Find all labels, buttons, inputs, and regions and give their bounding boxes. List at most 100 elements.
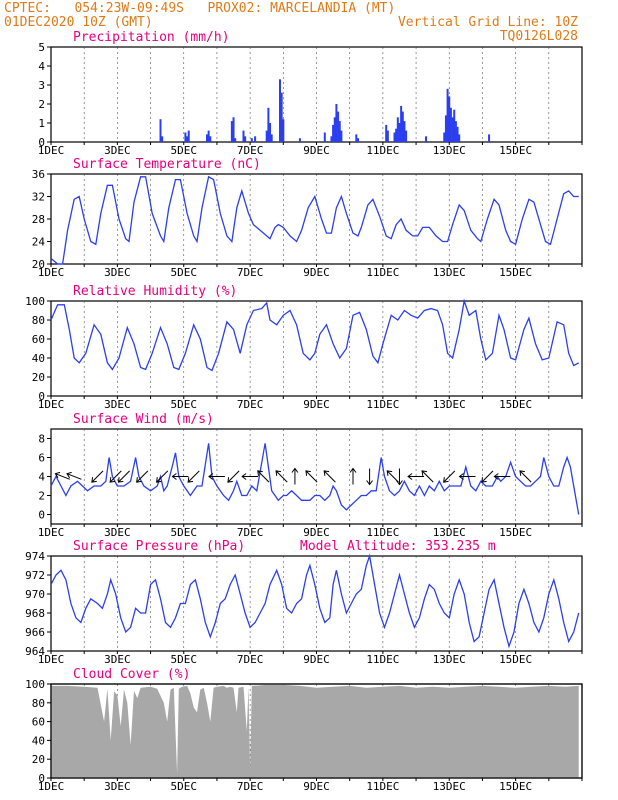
x-tick-label: 15DEC xyxy=(499,266,532,279)
precip-bar xyxy=(207,130,210,142)
x-tick-label: 7DEC xyxy=(237,780,264,793)
wind-arrow-head xyxy=(291,467,299,473)
panel-temp: 20 24 28 32 36 1DEC 3DEC 5DEC 7DEC 9DEC 11DEC 13DEC… xyxy=(32,157,583,279)
wind-arrow-head xyxy=(275,470,282,476)
precip-bar xyxy=(458,134,461,142)
panel-pres: 964 966 968 970 972 974 1DEC 3DEC 5DEC 7DEC 9DEC 11… xyxy=(25,539,583,666)
panel-cloud: 0 20 40 60 80 100 1DEC 3DEC 5DEC 7DEC 9DEC 11DEC 13D… xyxy=(25,667,583,793)
precip-bar xyxy=(403,121,406,142)
wind-arrow-head xyxy=(481,477,487,483)
precip-bar xyxy=(159,119,162,142)
wind-arrow xyxy=(171,473,189,480)
header-model-code: TQ0126L028 xyxy=(499,29,578,44)
x-tick-label: 11DEC xyxy=(366,653,399,666)
wind-arrow xyxy=(275,470,288,483)
wind-arrow xyxy=(257,470,270,483)
precip-bar xyxy=(187,130,190,142)
x-tick-label: 5DEC xyxy=(171,398,198,411)
wind-arrow-shaft xyxy=(136,470,149,483)
precip-bar xyxy=(205,134,208,142)
precip-bar xyxy=(280,92,283,142)
precip-bar xyxy=(400,105,403,142)
wind-arrow-shaft xyxy=(91,470,104,483)
wind-arrow xyxy=(227,470,240,483)
precip-bar xyxy=(454,121,457,142)
precip-bar xyxy=(338,121,341,142)
y-tick-label: 0 xyxy=(38,136,45,149)
x-tick-label: 13DEC xyxy=(433,266,466,279)
precip-bar xyxy=(395,128,398,142)
x-tick-label: 15DEC xyxy=(499,780,532,793)
x-tick-label: 9DEC xyxy=(303,653,330,666)
x-tick-label: 3DEC xyxy=(104,144,131,157)
x-tick-label: 11DEC xyxy=(366,780,399,793)
precip-bar xyxy=(443,132,446,142)
header-grid-note: Vertical Grid Line: 10Z xyxy=(397,15,578,30)
precip-bar xyxy=(398,123,401,142)
wind-arrow-head xyxy=(54,471,61,479)
precip-bar xyxy=(393,132,396,142)
wind-arrow-head xyxy=(109,477,116,483)
precip-bar xyxy=(278,79,281,142)
wind-arrow xyxy=(136,470,149,483)
precip-bar xyxy=(356,138,359,142)
x-tick-label: 1DEC xyxy=(38,653,65,666)
wind-arrow-head xyxy=(136,477,142,483)
x-tick-label: 5DEC xyxy=(171,266,198,279)
precip-bar xyxy=(451,117,454,142)
y-tick-label: 1 xyxy=(38,117,45,130)
x-tick-label: 11DEC xyxy=(366,526,399,539)
wind-arrow-head xyxy=(493,473,499,480)
precip-bar xyxy=(453,109,456,142)
precip-bar xyxy=(396,117,399,142)
wind-arrow xyxy=(481,470,494,483)
wind-arrow xyxy=(208,473,225,480)
x-tick-label: 11DEC xyxy=(366,144,399,157)
wind-arrow-shaft xyxy=(187,470,200,483)
precip-bar xyxy=(444,115,447,142)
wind-arrow-head xyxy=(117,477,124,483)
y-tick-label: 2 xyxy=(38,490,45,503)
x-tick-label: 13DEC xyxy=(433,780,466,793)
precip-bar xyxy=(267,107,270,142)
wind-arrow xyxy=(305,470,318,483)
cloud-area xyxy=(51,684,579,778)
wind-arrow xyxy=(366,468,374,486)
y-tick-label: 970 xyxy=(25,588,45,601)
wind-arrow-shaft xyxy=(66,473,82,480)
x-tick-label: 7DEC xyxy=(237,653,264,666)
precip-bar xyxy=(209,136,212,142)
wind-arrow-shaft xyxy=(481,470,494,483)
y-tick-label: 28 xyxy=(32,213,45,226)
wind-arrow xyxy=(458,473,476,480)
x-tick-label: 15DEC xyxy=(499,653,532,666)
x-tick-label: 13DEC xyxy=(433,144,466,157)
precip-bar xyxy=(448,96,451,142)
x-tick-label: 1DEC xyxy=(38,526,65,539)
wind-arrow xyxy=(493,473,511,480)
y-tick-label: 60 xyxy=(32,716,45,729)
panel-title: Precipitation (mm/h) xyxy=(73,30,230,45)
wind-arrow xyxy=(349,467,357,485)
wind-arrow xyxy=(443,470,456,483)
precip-bar xyxy=(335,104,338,142)
y-tick-label: 974 xyxy=(25,550,45,563)
precip-bar xyxy=(230,121,233,142)
precip-bar xyxy=(269,123,272,142)
precip-bar xyxy=(401,111,404,142)
rh-series-line xyxy=(50,298,580,372)
precip-bar xyxy=(282,119,285,142)
x-tick-label: 9DEC xyxy=(303,526,330,539)
wind-arrow xyxy=(519,470,532,483)
wind-arrow-shaft xyxy=(55,473,70,480)
header-line-1: CPTEC: 054:23W-09:49S PROX02: MARCELANDI… xyxy=(4,1,396,16)
precip-bar xyxy=(234,138,237,142)
x-tick-label: 3DEC xyxy=(104,266,131,279)
wind-arrow-head xyxy=(396,480,403,486)
precip-bar xyxy=(488,134,491,142)
y-tick-label: 100 xyxy=(25,295,45,308)
precip-bar xyxy=(270,134,273,142)
precip-bar xyxy=(250,138,253,142)
